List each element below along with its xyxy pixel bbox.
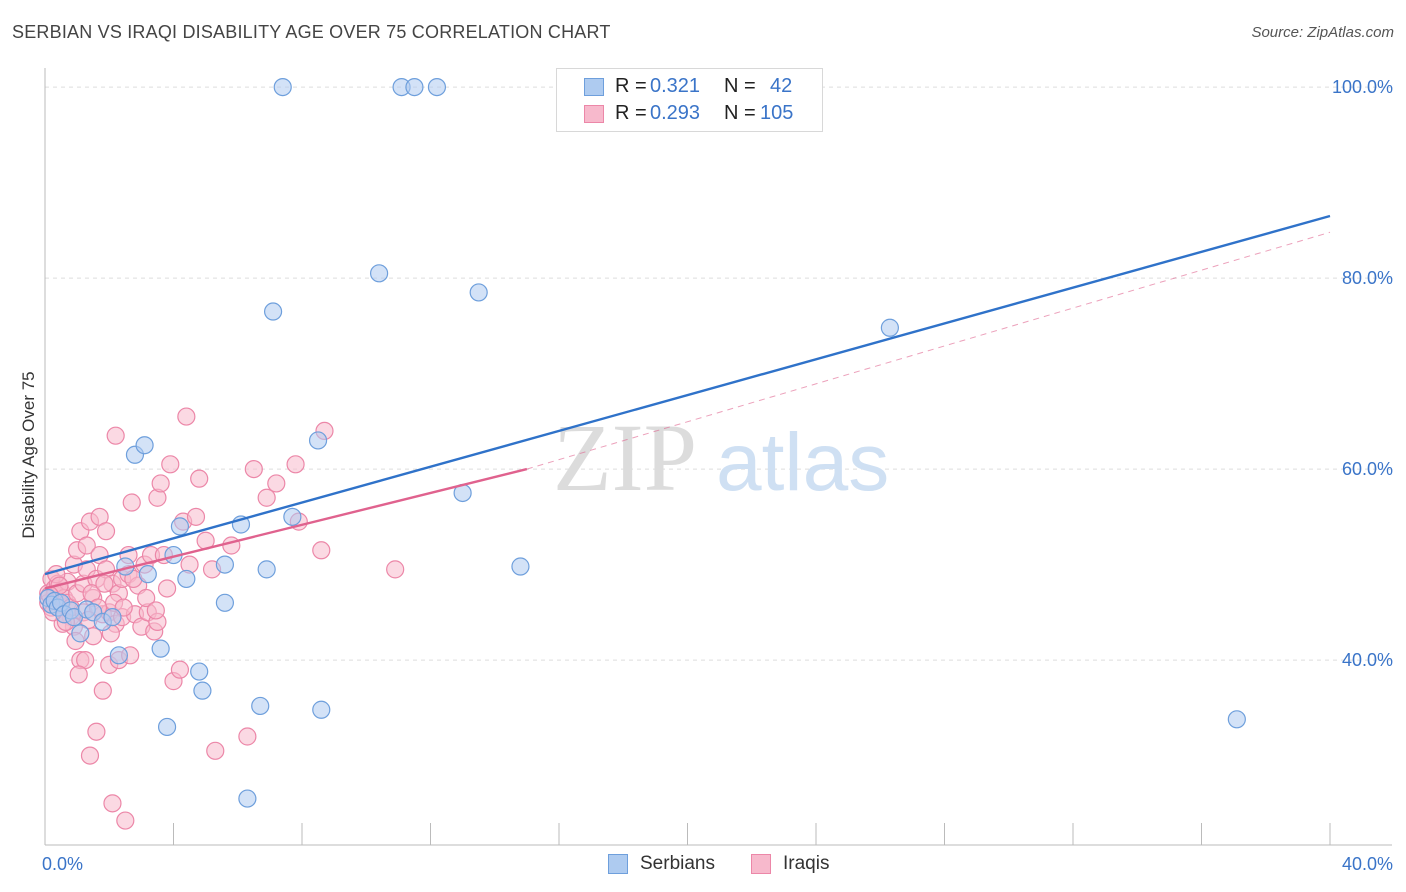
serbian-point — [190, 662, 209, 681]
iraqi-point — [257, 488, 276, 507]
legend-label-iraqis: Iraqis — [783, 853, 830, 874]
serbian-point — [215, 593, 234, 612]
serbian-point — [103, 608, 122, 627]
serbian-point — [151, 639, 170, 658]
y-tick-label: 60.0% — [1342, 459, 1393, 479]
iraqi-point — [87, 722, 106, 741]
iraqi-point — [238, 727, 257, 746]
iraqi-point — [177, 407, 196, 426]
legend-r-label: R = — [615, 102, 647, 124]
y-tick-label: 40.0% — [1342, 650, 1393, 670]
serbian-point — [257, 560, 276, 579]
iraqi-point — [206, 741, 225, 760]
iraqi-point — [106, 426, 125, 445]
serbian-point — [177, 569, 196, 589]
iraqi-point — [103, 794, 122, 813]
iraqi-point — [157, 579, 177, 598]
serbian-points — [39, 77, 1246, 808]
iraqi-point — [222, 536, 241, 555]
iraqi-point — [170, 660, 190, 679]
serbian-point — [193, 681, 212, 700]
trend-lines — [44, 214, 1331, 590]
serbian-point — [71, 624, 90, 643]
serbian-point — [880, 318, 899, 337]
legend-swatch-serbians — [584, 78, 604, 96]
legend-swatch-serbians — [608, 854, 628, 874]
serbian-point — [405, 77, 424, 97]
tick-labels: 100.0% 80.0% 60.0% 40.0% 0.0% 40.0% — [42, 77, 1393, 874]
serbian-point — [138, 565, 157, 584]
legend-r-label: R = — [615, 75, 647, 97]
axes — [44, 68, 1392, 846]
source-label: Source: ZipAtlas.com — [1251, 24, 1394, 41]
legend-r-value: 0.321 — [650, 75, 701, 97]
iraqi-point — [96, 522, 116, 541]
iraqi-point — [137, 588, 156, 608]
serbian-point — [251, 696, 270, 716]
watermark-atlas: atlas — [716, 417, 889, 508]
iraqi-point — [93, 681, 112, 700]
serbian-point — [170, 517, 190, 536]
serbian-point — [308, 431, 328, 450]
serbian-point — [273, 77, 292, 97]
iraqi-point — [286, 455, 305, 474]
series-legend: Serbians Iraqis — [0, 850, 1406, 878]
iraqi-point — [386, 560, 405, 579]
serbian-point — [238, 789, 257, 808]
serbian-point — [215, 555, 234, 574]
iraqi-point — [186, 507, 206, 526]
iraqi-point — [80, 746, 100, 765]
iraqi-trend-extension — [526, 231, 1331, 470]
serbian-point — [109, 646, 128, 665]
y-axis-title: Disability Age Over 75 — [19, 371, 38, 538]
correlation-legend: R = 0.321 N = 42 R = 0.293 N = 105 — [556, 68, 823, 132]
serbian-point — [157, 717, 177, 737]
serbian-point — [135, 436, 154, 455]
serbian-point — [283, 507, 302, 526]
y-tick-label: 80.0% — [1342, 268, 1393, 288]
legend-swatch-iraqis — [584, 105, 604, 123]
iraqi-point — [95, 574, 114, 593]
serbian-point — [511, 557, 530, 576]
gridlines — [45, 86, 1392, 661]
serbian-point — [312, 700, 331, 719]
serbian-point — [263, 302, 283, 321]
iraqi-point — [244, 460, 263, 479]
iraqi-point — [122, 493, 141, 512]
legend-n-value: 42 — [770, 75, 793, 97]
iraqi-point — [77, 536, 96, 555]
serbian-point — [1227, 710, 1246, 729]
watermark: ZIP atlas — [553, 404, 889, 511]
x-tick-label: 0.0% — [42, 854, 83, 874]
iraqi-point — [69, 665, 88, 684]
chart-title: SERBIAN VS IRAQI DISABILITY AGE OVER 75 … — [12, 22, 611, 42]
serbian-trend-line — [44, 214, 1331, 576]
iraqi-trend-line — [44, 467, 528, 590]
x-tick-label: 40.0% — [1342, 854, 1393, 874]
iraqi-point — [312, 541, 331, 560]
legend-swatch-iraqis — [751, 854, 771, 874]
legend-r-value: 0.293 — [650, 102, 701, 124]
serbian-point — [427, 77, 447, 97]
iraqi-point — [190, 469, 209, 488]
y-tick-label: 100.0% — [1332, 77, 1393, 97]
legend-n-value: 105 — [760, 102, 794, 124]
iraqi-point — [161, 455, 180, 474]
legend-label-serbians: Serbians — [640, 853, 715, 874]
iraqi-point — [146, 601, 165, 620]
serbian-point — [370, 264, 389, 283]
watermark-zip: ZIP — [553, 404, 697, 511]
iraqi-point — [267, 474, 286, 493]
legend-n-label: N = — [724, 102, 756, 124]
iraqi-point — [151, 474, 170, 493]
iraqi-point — [116, 811, 135, 830]
legend-row-serbians: R = 0.321 N = 42 — [557, 75, 822, 99]
legend-row-iraqis: R = 0.293 N = 105 — [557, 102, 822, 126]
serbian-point — [469, 283, 488, 302]
legend-n-label: N = — [724, 75, 756, 97]
